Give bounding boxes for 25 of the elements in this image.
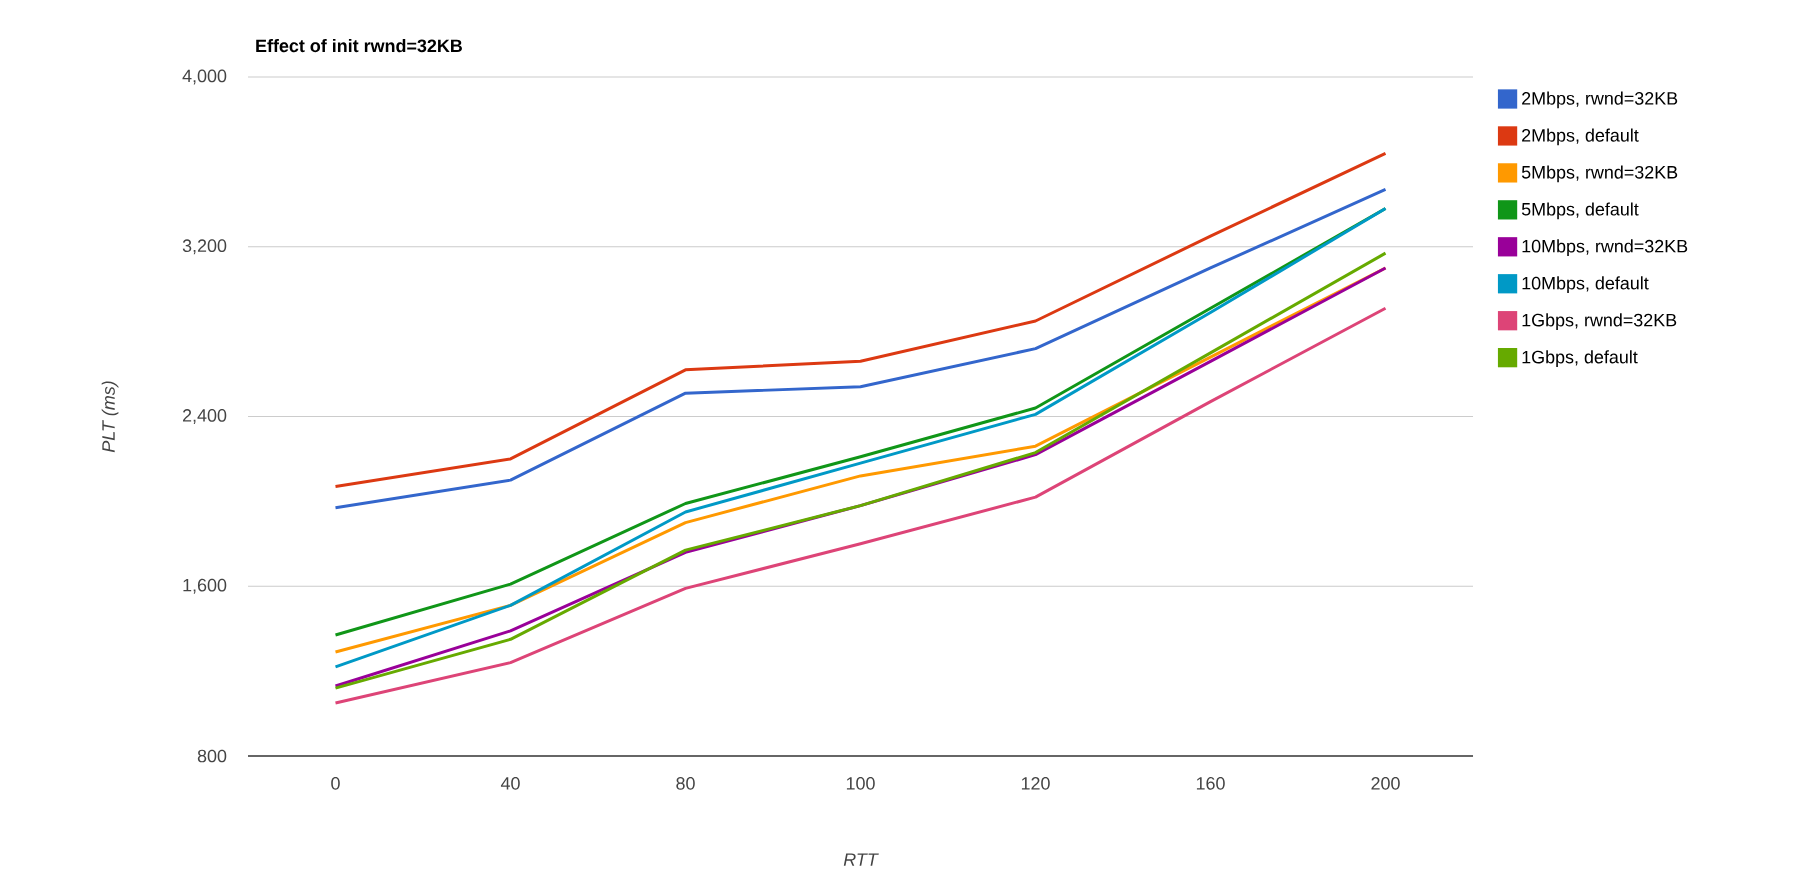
line-series bbox=[334, 187, 1388, 510]
x-tick-label: 160 bbox=[1196, 777, 1225, 790]
legend-label: 1Gbps, rwnd=32KB bbox=[1522, 313, 1677, 330]
legend-label: 1Gbps, default bbox=[1522, 350, 1638, 367]
legend-label: 10Mbps, default bbox=[1522, 276, 1649, 294]
x-tick-label: 40 bbox=[500, 777, 520, 790]
x-tick-label: 120 bbox=[1021, 777, 1050, 790]
x-axis-title: RTT bbox=[843, 853, 879, 866]
legend-label: 2Mbps, default bbox=[1522, 128, 1639, 146]
x-tick-label: 100 bbox=[846, 777, 875, 790]
line-series bbox=[334, 151, 1388, 489]
y-tick-label: 4,000 bbox=[182, 69, 227, 85]
x-tick-label: 80 bbox=[676, 777, 695, 790]
y-tick-label: 800 bbox=[197, 749, 227, 763]
y-tick-label: 2,400 bbox=[182, 409, 227, 424]
y-tick-label: 3,200 bbox=[182, 239, 227, 255]
legend-label: 2Mbps, rwnd=32KB bbox=[1522, 91, 1678, 109]
legend-label: 5Mbps, default bbox=[1521, 202, 1639, 220]
y-tick-label: 1,600 bbox=[183, 578, 227, 594]
x-tick-label: 0 bbox=[331, 777, 340, 790]
x-tick-label: 200 bbox=[1371, 777, 1400, 790]
y-axis-title: PLT (ms) bbox=[101, 381, 119, 453]
legend-label: 5Mbps, rwnd=32KB bbox=[1521, 165, 1678, 183]
chart-title: Effect of init rwnd=32KB bbox=[256, 38, 462, 53]
legend-label: 10Mbps, rwnd=32KB bbox=[1522, 239, 1688, 257]
